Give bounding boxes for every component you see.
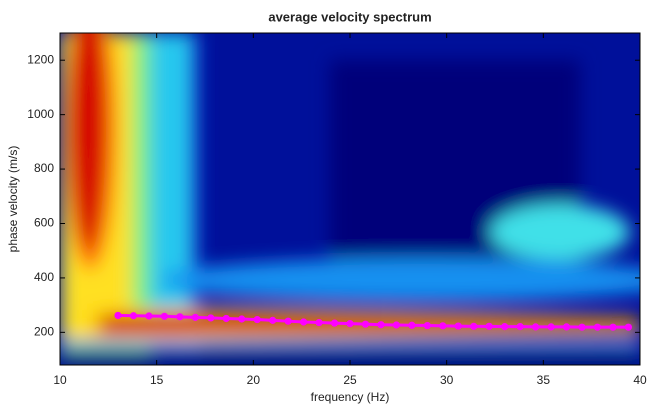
picked-point bbox=[269, 316, 277, 324]
picked-point bbox=[547, 323, 555, 331]
picked-point bbox=[284, 317, 292, 325]
y-tick-label: 800 bbox=[34, 161, 54, 175]
picked-point bbox=[145, 312, 153, 320]
y-tick-label: 200 bbox=[34, 325, 54, 339]
picked-point bbox=[377, 321, 385, 329]
y-axis-label: phase velocity (m/s) bbox=[6, 146, 20, 253]
picked-point bbox=[160, 312, 168, 320]
y-tick-label: 1200 bbox=[27, 52, 54, 66]
picked-point bbox=[176, 313, 184, 321]
x-axis-label: frequency (Hz) bbox=[311, 390, 390, 404]
picked-point bbox=[501, 323, 509, 331]
chart-title: average velocity spectrum bbox=[268, 9, 431, 24]
picked-point bbox=[392, 321, 400, 329]
picked-point bbox=[222, 314, 230, 323]
picked-point bbox=[516, 323, 524, 331]
x-tick-label: 40 bbox=[633, 373, 647, 387]
picked-point bbox=[562, 323, 571, 331]
picked-point bbox=[253, 315, 261, 324]
x-tick-label: 20 bbox=[247, 373, 261, 387]
x-tick-label: 25 bbox=[343, 373, 357, 387]
picked-point bbox=[423, 321, 431, 330]
picked-point bbox=[609, 323, 617, 331]
x-tick-label: 35 bbox=[537, 373, 551, 387]
picked-point bbox=[238, 315, 246, 323]
picked-point bbox=[315, 318, 323, 327]
picked-point bbox=[532, 323, 540, 331]
picked-point bbox=[485, 322, 493, 330]
picked-point bbox=[361, 320, 370, 328]
picked-point bbox=[300, 318, 308, 326]
picked-curve bbox=[117, 313, 629, 329]
picked-point bbox=[470, 322, 478, 330]
picked-point bbox=[454, 322, 462, 330]
picked-point bbox=[578, 323, 586, 331]
picked-point bbox=[408, 321, 416, 329]
picked-point bbox=[114, 311, 122, 320]
picked-point bbox=[207, 314, 215, 322]
x-tick-label: 30 bbox=[440, 373, 454, 387]
y-tick-label: 400 bbox=[34, 270, 54, 284]
picked-point bbox=[346, 320, 354, 328]
y-tick-label: 1000 bbox=[27, 107, 54, 121]
picked-point bbox=[624, 323, 633, 331]
x-tick-label: 10 bbox=[53, 373, 67, 387]
picked-point bbox=[439, 322, 447, 330]
picked-point bbox=[129, 312, 138, 320]
picked-point bbox=[593, 323, 602, 331]
picked-point bbox=[330, 319, 339, 327]
velocity-spectrum-image bbox=[60, 33, 640, 365]
picked-point bbox=[191, 313, 199, 321]
x-tick-label: 15 bbox=[150, 373, 164, 387]
y-tick-label: 600 bbox=[34, 216, 54, 230]
